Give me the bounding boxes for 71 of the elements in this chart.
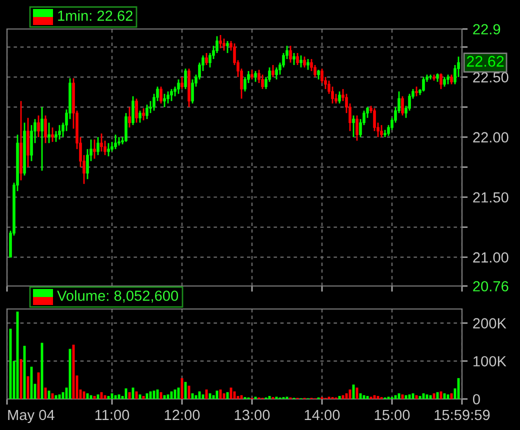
candlestick	[51, 126, 54, 143]
y-tick-label: 20.76	[473, 281, 508, 292]
candlestick	[132, 96, 134, 126]
candlestick	[356, 114, 358, 142]
candlestick	[289, 45, 292, 64]
candlestick	[166, 90, 170, 104]
candlestick	[296, 52, 299, 66]
candlestick	[128, 106, 131, 128]
candlestick	[254, 70, 257, 83]
candlestick	[48, 122, 50, 144]
candlestick	[422, 76, 425, 92]
candlestick	[317, 69, 320, 80]
chart-title: 1min: 22.62	[58, 10, 132, 21]
candlestick	[107, 142, 110, 157]
candlestick	[272, 64, 274, 78]
candlestick	[450, 74, 453, 85]
candlestick	[380, 124, 383, 138]
x-tick-label: 12:00	[164, 410, 200, 420]
candlestick	[146, 104, 148, 120]
candlestick	[163, 93, 166, 108]
candlestick	[261, 74, 264, 90]
x-tick-label: 11:00	[95, 410, 130, 420]
candlestick	[219, 34, 222, 49]
candlestick	[40, 106, 44, 172]
candlestick	[114, 134, 117, 150]
x-tick-label: May 04	[8, 410, 54, 424]
y-tick-label: 22.9	[473, 24, 500, 34]
candlestick	[58, 124, 61, 140]
x-tick-label: 13:00	[234, 410, 270, 420]
candlestick	[138, 110, 142, 124]
candlestick	[303, 56, 306, 68]
candlestick	[250, 69, 254, 80]
candlestick	[338, 90, 341, 104]
candlestick	[100, 132, 103, 152]
candlestick	[44, 114, 47, 144]
chart-title: Volume: 8,052,600	[57, 290, 178, 303]
x-tick-label: 14:00	[304, 410, 340, 420]
candlestick	[446, 74, 450, 85]
y-tick-label: 100K	[474, 356, 506, 366]
candlestick	[275, 66, 278, 80]
candlestick	[352, 114, 355, 138]
candlestick	[135, 98, 138, 124]
candlestick	[222, 38, 226, 52]
y-tick-label: 21.50	[473, 192, 508, 203]
candlestick	[415, 86, 418, 97]
annotation: 22.62	[466, 56, 504, 67]
candlestick	[443, 76, 446, 88]
candlestick	[306, 58, 310, 71]
x-tick-label: 15:59:59	[434, 410, 490, 420]
candlestick	[191, 78, 194, 104]
y-tick-label: 200K	[473, 318, 506, 328]
y-tick-label: 0	[472, 394, 480, 404]
candlestick	[93, 138, 96, 160]
candlestick	[292, 52, 296, 66]
candlestick	[226, 40, 229, 54]
candlestick	[177, 78, 180, 95]
candlestick	[37, 114, 40, 138]
x-tick-label: 15:00	[374, 410, 410, 420]
candlestick	[180, 76, 184, 90]
y-tick-label: 22.50	[473, 72, 508, 82]
y-tick-label: 21.00	[473, 252, 508, 263]
candlestick	[160, 86, 162, 104]
candlestick	[205, 52, 208, 66]
candlestick	[440, 72, 442, 90]
candlestick	[96, 136, 100, 156]
candlestick	[142, 108, 145, 121]
candlestick	[170, 88, 173, 102]
candlestick	[401, 96, 404, 116]
candlestick	[300, 54, 302, 68]
candlestick	[184, 68, 187, 90]
y-tick-label: 22.00	[473, 132, 508, 143]
